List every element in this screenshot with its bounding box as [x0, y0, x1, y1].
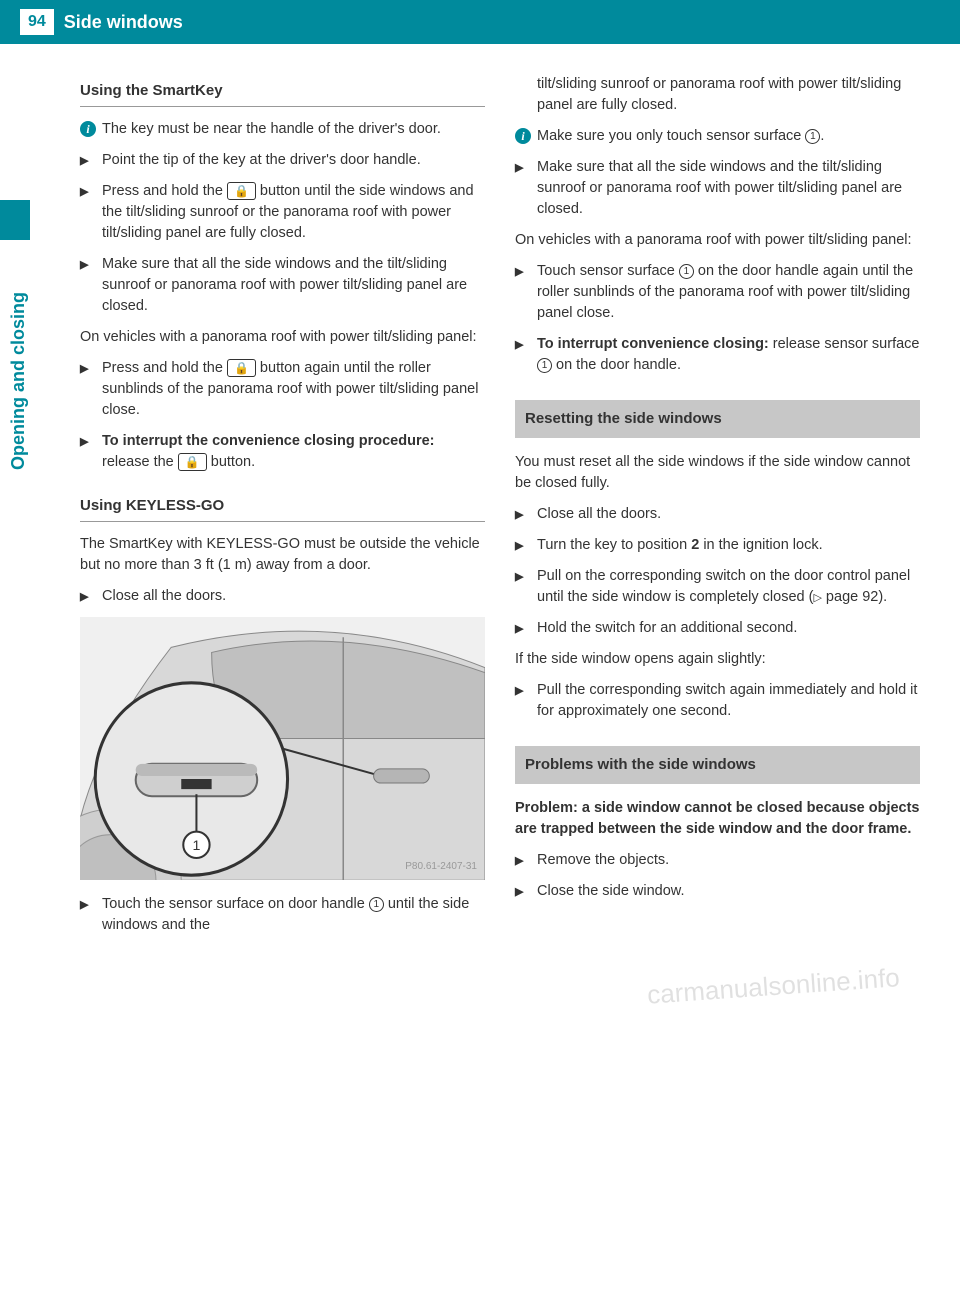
arrow-icon [80, 431, 102, 473]
step-item: Make sure that all the side windows and … [515, 157, 920, 220]
paragraph: The SmartKey with KEYLESS-GO must be out… [80, 534, 485, 576]
step-item: Press and hold the 🔒 button again until … [80, 358, 485, 421]
header-title: Side windows [64, 12, 183, 33]
figure-reference: P80.61-2407-31 [405, 860, 477, 875]
step-item: Close all the doors. [515, 504, 920, 525]
info-text: Make sure you only touch sensor surface … [537, 126, 824, 147]
problem-statement: Problem: a side window cannot be closed … [515, 798, 920, 840]
info-icon: i [515, 126, 537, 147]
page-number: 94 [20, 9, 54, 35]
svg-text:1: 1 [193, 838, 201, 854]
paragraph: On vehicles with a panorama roof with po… [80, 327, 485, 348]
step-text: Pull on the corresponding switch on the … [537, 566, 920, 608]
paragraph: You must reset all the side windows if t… [515, 452, 920, 494]
step-text: Point the tip of the key at the driver's… [102, 150, 421, 171]
step-text: To interrupt the convenience closing pro… [102, 431, 485, 473]
arrow-icon [515, 566, 537, 608]
arrow-icon [515, 157, 537, 220]
arrow-icon [515, 334, 537, 376]
step-text: Remove the objects. [537, 850, 669, 871]
step-text: Pull the corresponding switch again imme… [537, 680, 920, 722]
section-side-label: Opening and closing [8, 292, 29, 470]
step-text: Close all the doors. [537, 504, 661, 525]
left-column: Using the SmartKey i The key must be nea… [80, 74, 485, 946]
step-item: Hold the switch for an additional second… [515, 618, 920, 639]
door-handle-illustration: 1 [80, 617, 485, 880]
step-item: Touch sensor surface 1 on the door handl… [515, 261, 920, 324]
section-heading-problems: Problems with the side windows [515, 746, 920, 784]
lock-button-icon: 🔒 [227, 182, 256, 200]
step-text: Touch sensor surface 1 on the door handl… [537, 261, 920, 324]
arrow-icon [515, 850, 537, 871]
subheading-keyless: Using KEYLESS-GO [80, 495, 485, 522]
arrow-icon [515, 261, 537, 324]
step-text: To interrupt convenience closing: releas… [537, 334, 920, 376]
continuation-text: tilt/sliding sunroof or panorama roof wi… [515, 74, 920, 116]
paragraph: If the side window opens again slightly: [515, 649, 920, 670]
step-text: Make sure that all the side windows and … [537, 157, 920, 220]
callout-1-icon: 1 [679, 264, 694, 279]
arrow-icon [80, 254, 102, 317]
info-text: The key must be near the handle of the d… [102, 119, 441, 140]
step-item: To interrupt convenience closing: releas… [515, 334, 920, 376]
page-header: 94 Side windows [0, 0, 960, 44]
side-tab-marker [0, 200, 30, 240]
callout-1-icon: 1 [537, 358, 552, 373]
info-item: i The key must be near the handle of the… [80, 119, 485, 140]
arrow-icon [80, 586, 102, 607]
step-text: Make sure that all the side windows and … [102, 254, 485, 317]
page-ref-icon [813, 589, 821, 605]
step-item: Pull on the corresponding switch on the … [515, 566, 920, 608]
step-item: Point the tip of the key at the driver's… [80, 150, 485, 171]
step-text: Close the side window. [537, 881, 685, 902]
info-icon: i [80, 119, 102, 140]
step-item: Press and hold the 🔒 button until the si… [80, 181, 485, 244]
step-item: Close all the doors. [80, 586, 485, 607]
paragraph: On vehicles with a panorama roof with po… [515, 230, 920, 251]
step-text: Close all the doors. [102, 586, 226, 607]
arrow-icon [80, 358, 102, 421]
page-content: Using the SmartKey i The key must be nea… [0, 44, 960, 976]
step-item: Touch the sensor surface on door handle … [80, 894, 485, 936]
arrow-icon [515, 618, 537, 639]
arrow-icon [80, 894, 102, 936]
callout-1-icon: 1 [805, 129, 820, 144]
step-item: To interrupt the convenience closing pro… [80, 431, 485, 473]
arrow-icon [515, 504, 537, 525]
door-handle-figure: 1 P80.61-2407-31 [80, 617, 485, 880]
step-item: Turn the key to position 2 in the igniti… [515, 535, 920, 556]
step-text: Turn the key to position 2 in the igniti… [537, 535, 823, 556]
lock-button-icon: 🔒 [227, 359, 256, 377]
step-text: Press and hold the 🔒 button until the si… [102, 181, 485, 244]
step-text: Hold the switch for an additional second… [537, 618, 797, 639]
callout-1-icon: 1 [369, 897, 384, 912]
section-heading-reset: Resetting the side windows [515, 400, 920, 438]
step-item: Make sure that all the side windows and … [80, 254, 485, 317]
lock-button-icon: 🔒 [178, 453, 207, 471]
subheading-smartkey: Using the SmartKey [80, 80, 485, 107]
arrow-icon [515, 881, 537, 902]
step-item: Close the side window. [515, 881, 920, 902]
arrow-icon [515, 680, 537, 722]
step-text: Touch the sensor surface on door handle … [102, 894, 485, 936]
right-column: tilt/sliding sunroof or panorama roof wi… [515, 74, 920, 946]
arrow-icon [80, 181, 102, 244]
step-text: Press and hold the 🔒 button again until … [102, 358, 485, 421]
step-item: Pull the corresponding switch again imme… [515, 680, 920, 722]
arrow-icon [80, 150, 102, 171]
info-item: i Make sure you only touch sensor surfac… [515, 126, 920, 147]
arrow-icon [515, 535, 537, 556]
step-item: Remove the objects. [515, 850, 920, 871]
